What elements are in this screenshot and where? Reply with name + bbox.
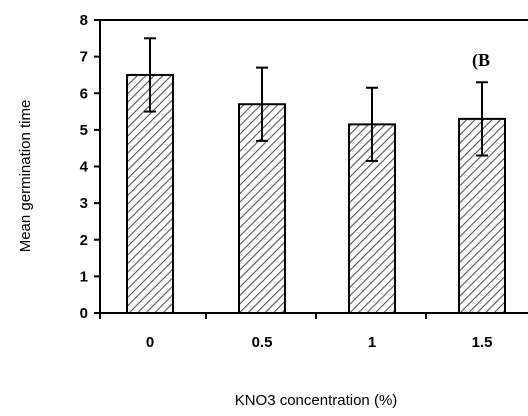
y-tick-label: 6 [80, 85, 88, 102]
y-tick-label: 1 [80, 268, 88, 285]
y-tick-label: 0 [80, 305, 88, 322]
x-tick-label: 0 [146, 334, 154, 351]
y-axis-label: Mean germination time [17, 100, 34, 253]
x-tick-label: 0.5 [252, 334, 273, 351]
y-tick-label: 4 [80, 159, 89, 176]
x-tick-label: 1 [368, 334, 376, 351]
y-tick-label: 3 [80, 195, 88, 212]
panel-label: (B [472, 50, 490, 71]
x-axis-label: KNO3 concentration (%) [235, 392, 398, 409]
x-tick-label: 1.5 [472, 334, 493, 351]
y-tick-label: 7 [80, 49, 88, 66]
y-tick-label: 2 [80, 232, 88, 249]
y-tick-label: 8 [80, 12, 88, 29]
y-tick-label: 5 [80, 122, 88, 139]
